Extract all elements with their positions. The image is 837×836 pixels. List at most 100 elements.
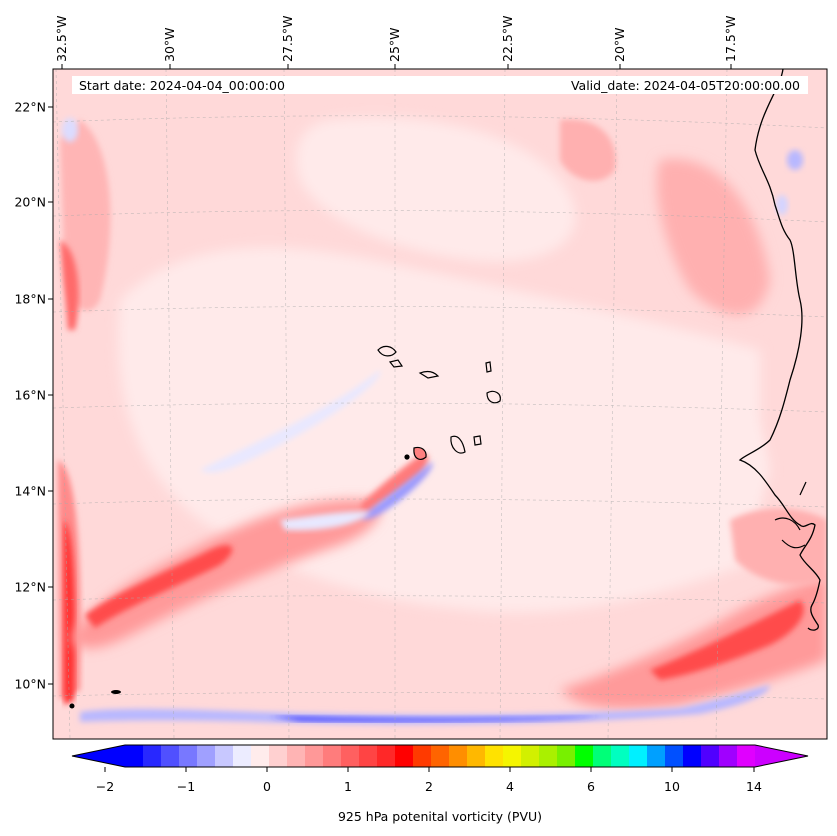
colorbar-cell [251,745,270,767]
x-tick-label: 17.5°W [723,16,738,62]
y-tick-label: 12°N [14,580,46,595]
colorbar-cell [359,745,378,767]
coastline-guinea-bissau [781,539,806,549]
pv-patch-north [560,119,616,181]
africa-coastline [738,69,821,631]
pv-weak-negative-filament-west [200,370,381,473]
cape-verde-islands [377,345,501,460]
colorbar-cell [197,745,216,767]
colorbar-cell [521,745,540,767]
island-santiago [450,435,466,454]
island-sal [485,361,492,373]
x-axis-ticks: 32.5°W 30°W 27.5°W 25°W 22.5°W 20°W 17.5°W [54,16,738,69]
island-fogo [413,446,427,460]
pv-negative-strip-south-outer [80,685,770,725]
colorbar-cell [719,745,738,767]
colorbar-cell [377,745,396,767]
colorbar-tick-label: 1 [344,779,352,794]
x-tick-label: 25°W [387,27,402,62]
island-santo-antao [377,345,397,357]
island-maio [473,435,482,446]
colorbar-cell [179,745,198,767]
colorbar-cell [215,745,234,767]
colorbar-cell [665,745,684,767]
date-info-bar [72,76,808,94]
x-tick-label: 32.5°W [54,16,69,62]
colorbar-cell [593,745,612,767]
colorbar-cell [485,745,504,767]
colorbar-cell [611,745,630,767]
y-tick-label: 22°N [14,100,46,115]
y-tick-label: 16°N [14,388,46,403]
pv-patch-coast [730,508,827,585]
pv-negative-strip-south [270,716,600,722]
colorbar-ticks: −2 −1 0 1 2 4 6 10 14 [96,767,762,794]
colorbar-cells [125,745,756,767]
valid-date-text: Valid_date: 2024-04-05T20:00:00.00 [571,78,800,93]
x-tick-label: 20°W [612,27,627,62]
colorbar-cell [557,745,576,767]
colorbar-tick-label: 10 [664,779,680,794]
pv-negative-spot-coast [776,195,788,215]
pv-negative-filament-cape-verde [360,462,433,520]
pv-positive-band-southwest-core [85,545,233,628]
pv-positive-band-southeast-core [650,600,804,680]
map-gridlines [53,69,827,739]
colorbar-cell [269,745,288,767]
pv-positive-streak-cape-verde [360,453,429,512]
coastline-inlet [799,481,807,496]
y-axis-ticks: 22°N 20°N 18°N 16°N 14°N 12°N 10°N [14,100,53,692]
colorbar: −2 −1 0 1 2 4 6 10 14 925 hPa potenital vorticit… [71,744,809,824]
colorbar-cell [341,745,360,767]
y-tick-label: 10°N [14,677,46,692]
colorbar-cell [305,745,324,767]
pv-weak-negative-filament-south [280,511,370,531]
x-tick-label: 30°W [162,27,177,62]
map-frame [52,68,828,740]
colorbar-label: 925 hPa potenital vorticity (PVU) [338,809,542,824]
colorbar-cell [539,745,558,767]
island-brava [404,454,410,460]
map-panel [53,69,827,739]
colorbar-tick-label: −2 [96,779,114,794]
island-sao-nicolau [418,370,440,379]
colorbar-cell [413,745,432,767]
y-tick-label: 14°N [14,484,46,499]
marker-southwest-blob [111,690,121,694]
colorbar-cell [143,745,162,767]
island-sao-vicente [388,359,404,368]
x-tick-label: 22.5°W [500,16,515,62]
colorbar-cell [701,745,720,767]
colorbar-tick-label: 4 [506,779,514,794]
coastline-gambia [774,517,801,531]
colorbar-cell [737,745,756,767]
colorbar-tick-label: 0 [263,779,271,794]
colorbar-cell [125,745,144,767]
colorbar-cell [575,745,594,767]
y-tick-label: 20°N [14,195,46,210]
colorbar-tick-label: 6 [587,779,595,794]
colorbar-cell [683,745,702,767]
colorbar-cell [647,745,666,767]
colorbar-cell [287,745,306,767]
pv-negative-spot-northwest [62,118,78,142]
colorbar-cell [161,745,180,767]
colorbar-tick-label: −1 [177,779,195,794]
pv-patch-northeast [656,158,770,315]
pv-west-edge-strong [64,520,75,705]
y-tick-label: 18°N [14,292,46,307]
x-tick-label: 27.5°W [280,16,295,62]
colorbar-cell [449,745,468,767]
pv-weak-eastern-region [610,374,770,528]
colorbar-tick-label: 2 [425,779,433,794]
pv-positive-band-southeast [560,575,827,709]
colorbar-cell [503,745,522,767]
colorbar-overflow-triangle [755,745,808,767]
pv-west-edge-core [60,240,79,330]
colorbar-cell [629,745,648,767]
colorbar-cell [467,745,486,767]
colorbar-underflow-triangle [72,745,125,767]
colorbar-cell [395,745,414,767]
colorbar-cell [323,745,342,767]
